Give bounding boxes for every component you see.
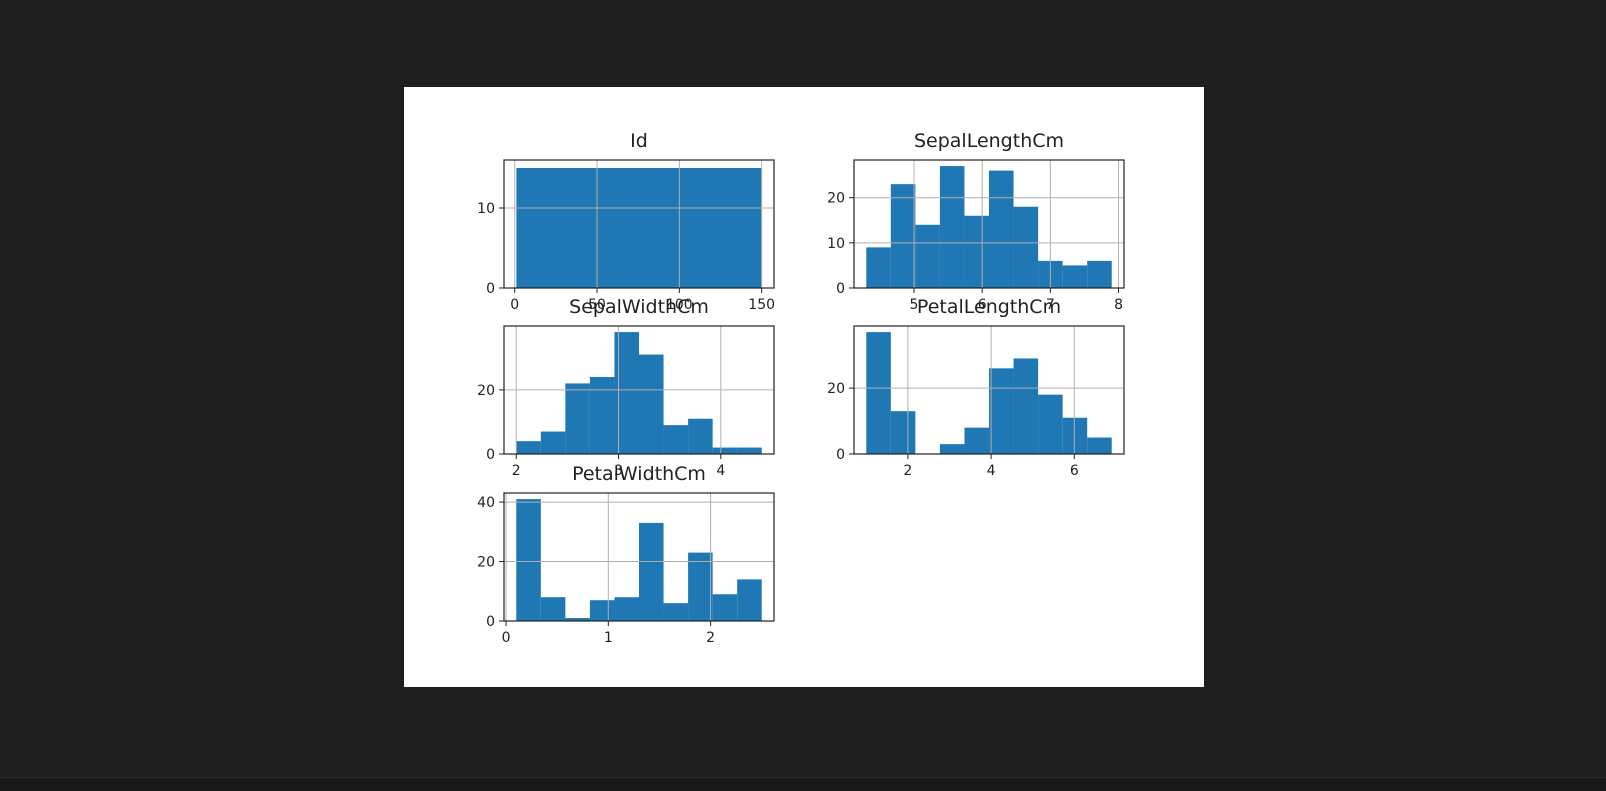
subplot-title: Id (630, 130, 648, 152)
histogram-bar (565, 618, 590, 621)
histogram-bar (516, 441, 541, 454)
histogram-bar (890, 184, 916, 288)
subplot-1: 0 50 100 150 0 10 Id (477, 130, 775, 313)
x-tick-label: 2 (512, 463, 521, 479)
histogram-bar (989, 170, 1014, 288)
y-tick-label: 20 (477, 555, 495, 571)
histogram-bar (1062, 417, 1088, 454)
x-tick-label: 6 (978, 297, 987, 313)
x-tick-label: 5 (910, 297, 919, 313)
subplot-4: 2 4 6 0 20 PetalLengthCm (827, 296, 1125, 479)
histogram-bar (1087, 437, 1112, 454)
histogram-bar (663, 425, 689, 454)
axes-frame (853, 325, 1125, 455)
x-tick-label: 1 (604, 630, 613, 646)
x-tick-label: 100 (666, 297, 693, 313)
x-tick-label: 8 (1114, 297, 1123, 313)
histogram-bar (1013, 206, 1039, 288)
subplot-title: PetalWidthCm (572, 463, 706, 485)
y-tick-label: 20 (827, 191, 845, 207)
histogram-bar (589, 600, 615, 621)
x-tick-label: 50 (588, 297, 606, 313)
y-tick-label: 10 (477, 201, 495, 217)
histogram-bar (964, 427, 989, 454)
histogram-bar (614, 597, 639, 621)
histogram-bar (688, 552, 713, 621)
x-tick-label: 4 (987, 463, 996, 479)
x-tick-label: 6 (1070, 463, 1079, 479)
histogram-bar (939, 444, 965, 454)
histogram-bar (964, 215, 989, 288)
histogram-bar (737, 579, 762, 621)
x-tick-label: 150 (748, 297, 775, 313)
histogram-bar (688, 418, 713, 454)
axes-frame (503, 492, 775, 622)
axes-frame (503, 159, 775, 289)
histogram-bar (915, 224, 940, 288)
histogram-bar (663, 603, 689, 621)
subplot-title: SepalLengthCm (914, 130, 1064, 152)
x-tick-label: 7 (1046, 297, 1055, 313)
histogram-bar (1062, 265, 1088, 288)
x-tick-label: 0 (502, 630, 511, 646)
histogram-bar (540, 431, 566, 454)
y-tick-label: 10 (827, 236, 845, 252)
histogram-bar (1013, 358, 1039, 454)
y-tick-label: 0 (836, 447, 845, 463)
histogram-bar (866, 332, 891, 454)
y-tick-label: 0 (486, 447, 495, 463)
status-strip (0, 777, 1606, 791)
figure: 0 50 100 150 0 10 Id 5 6 7 8 0 10 20 SepalLengthCm 2 3 4 0… (404, 87, 1204, 687)
x-tick-label: 0 (510, 297, 519, 313)
y-tick-label: 0 (486, 281, 495, 297)
subplot-title: PetalLengthCm (917, 296, 1061, 318)
histogram-bar (712, 594, 738, 621)
histogram-bar (866, 247, 891, 288)
histogram-bar (1087, 260, 1112, 288)
histogram-bar (639, 522, 664, 621)
histogram-bar (589, 377, 615, 454)
y-tick-label: 40 (477, 495, 495, 511)
histogram-bar (516, 499, 541, 621)
histogram-bar (516, 168, 762, 288)
subplot-2: 5 6 7 8 0 10 20 SepalLengthCm (827, 130, 1125, 313)
histogram-bar (939, 166, 965, 288)
axes-frame (853, 159, 1125, 289)
histogram-bar (737, 447, 762, 454)
x-tick-label: 2 (903, 463, 912, 479)
histogram-bar (1038, 394, 1063, 454)
y-tick-label: 0 (836, 281, 845, 297)
subplot-title: SepalWidthCm (569, 296, 709, 318)
y-tick-label: 20 (477, 383, 495, 399)
histogram-bar (639, 354, 664, 454)
subplot-3: 2 3 4 0 20 SepalWidthCm (477, 296, 775, 479)
y-tick-label: 20 (827, 381, 845, 397)
histogram-bar (989, 368, 1014, 454)
x-tick-label: 4 (716, 463, 725, 479)
histogram-bar (565, 383, 590, 454)
histogram-bar (540, 597, 566, 621)
x-tick-label: 3 (614, 463, 623, 479)
histogram-bar (890, 411, 916, 454)
histogram-bar (712, 447, 738, 454)
y-tick-label: 0 (486, 614, 495, 630)
x-tick-label: 2 (706, 630, 715, 646)
